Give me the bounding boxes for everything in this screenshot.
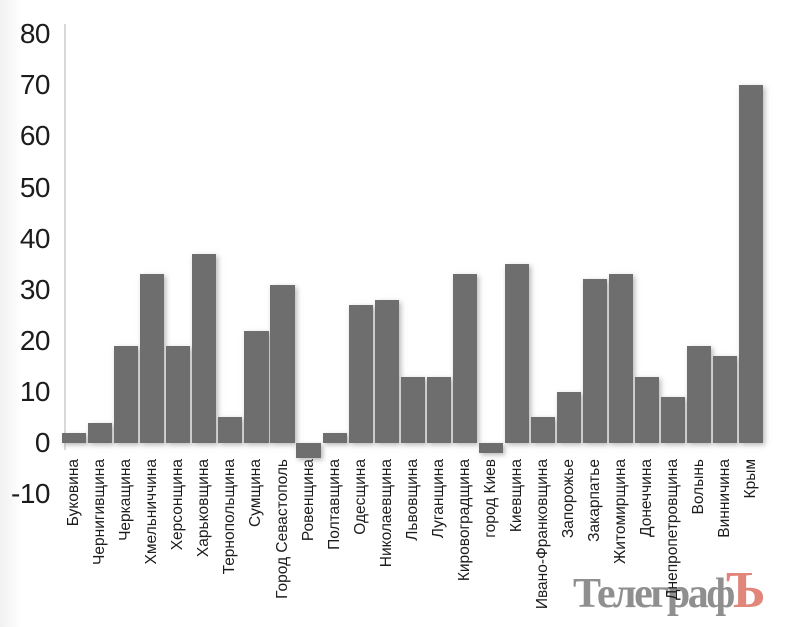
bar (296, 443, 321, 459)
bar (166, 345, 191, 443)
bar (244, 330, 269, 443)
bar (218, 417, 243, 443)
bar (348, 305, 373, 443)
bar (478, 443, 503, 454)
bar (88, 422, 113, 443)
y-tick-label: 30 (19, 273, 51, 305)
bar (400, 376, 425, 443)
bar (504, 264, 530, 443)
watermark-accent-letter: Ъ (725, 562, 766, 619)
y-tick-label: 60 (19, 120, 51, 152)
bar (270, 284, 295, 443)
watermark-brand-text: Телеграф (573, 571, 735, 617)
bar (322, 432, 347, 443)
bar (583, 279, 608, 443)
bar (426, 376, 451, 443)
y-axis-line (64, 24, 66, 450)
y-tick-label: 0 (34, 427, 51, 458)
bar (114, 345, 139, 443)
bar (661, 397, 686, 443)
bar (140, 274, 165, 443)
y-tick-label: 70 (19, 69, 51, 101)
bar (192, 253, 217, 443)
bar (739, 85, 764, 443)
bar (556, 391, 582, 443)
watermark: ТелеграфЪ (573, 565, 766, 617)
bar (374, 299, 399, 443)
y-tick-label: 20 (19, 324, 51, 356)
y-tick-label: 10 (19, 375, 51, 407)
bar (62, 432, 87, 443)
bar (635, 376, 660, 443)
bar (713, 356, 738, 443)
y-tick-label: 80 (19, 18, 51, 50)
y-tick-label: -10 (11, 478, 50, 510)
bar (452, 274, 477, 443)
y-tick-label: 50 (19, 171, 51, 203)
bar (530, 417, 556, 443)
bar (687, 345, 712, 443)
y-tick-label: 40 (19, 222, 51, 254)
bar (609, 274, 634, 443)
